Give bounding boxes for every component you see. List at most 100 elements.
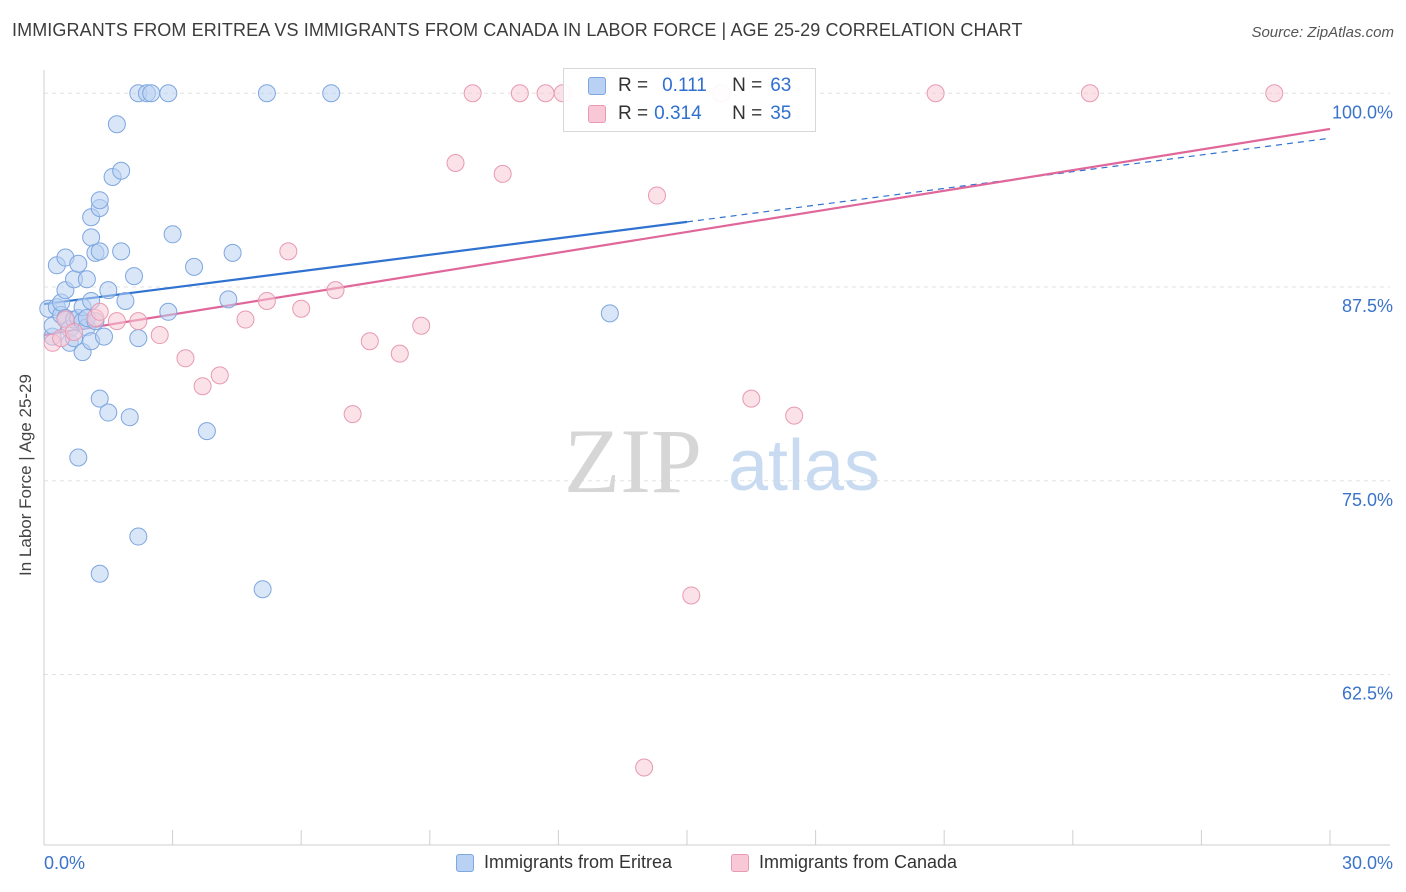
point-canada [257,291,276,310]
point-eritrea [90,389,109,408]
x-tick-label: 0.0% [44,853,85,873]
point-eritrea [116,291,135,310]
point-eritrea [253,580,272,599]
point-eritrea [95,327,114,346]
eritrea-legend-swatch [456,853,474,872]
point-canada [536,84,555,103]
point-canada [635,758,654,777]
point-eritrea [129,527,148,546]
point-eritrea [90,564,109,583]
stats-legend: R = 0.111 N = 63 R = 0.314 N = 35 [563,68,816,132]
point-canada [107,312,126,331]
point-eritrea [69,448,88,467]
point-eritrea [69,254,88,273]
point-eritrea [90,191,109,210]
r-label: R = [618,103,649,124]
point-eritrea [163,225,182,244]
source-label: Source: ZipAtlas.com [1251,24,1394,41]
n-value: 63 [770,75,792,96]
stats-row-canada: R = 0.314 N = 35 [564,100,791,128]
point-eritrea [159,302,178,321]
n-label: N = [732,103,763,124]
point-canada [785,406,804,425]
series-legend: Immigrants from Eritrea Immigrants from … [0,852,1406,878]
point-canada [176,349,195,368]
y-tick-label: 87.5% [1342,296,1393,316]
point-canada [682,586,701,605]
watermark: ZIP atlas [564,410,880,512]
point-canada [510,84,529,103]
point-canada [193,377,212,396]
point-eritrea [90,242,109,261]
legend-label-canada: Immigrants from Canada [759,852,958,872]
axes [43,70,1390,846]
data-points [39,84,1284,777]
point-eritrea [77,270,96,289]
point-eritrea [219,290,238,309]
point-canada [210,366,229,385]
point-eritrea [107,115,126,134]
point-eritrea [120,408,139,427]
point-canada [129,312,148,331]
point-canada [1265,84,1284,103]
point-canada [1080,84,1099,103]
point-canada [647,186,666,205]
y-tick-label: 100.0% [1332,102,1393,122]
point-eritrea [159,84,178,103]
point-eritrea [142,84,161,103]
point-eritrea [600,304,619,323]
point-canada [279,242,298,261]
r-value: 0.111 [662,75,707,96]
point-canada [90,302,109,321]
grid-lines [44,92,1390,675]
point-canada [463,84,482,103]
point-canada [343,405,362,424]
legend-label-eritrea: Immigrants from Eritrea [484,852,673,872]
watermark-zip: ZIP [564,410,702,512]
x-tick-label: 30.0% [1342,853,1393,873]
canada-swatch [588,105,606,123]
y-axis-label-wrap: In Labor Force | Age 25-29 [16,374,36,576]
y-axis-label: In Labor Force | Age 25-29 [16,374,35,576]
point-canada [236,310,255,329]
y-tick-label: 62.5% [1342,684,1393,704]
point-eritrea [112,242,131,261]
point-canada [292,299,311,318]
trend-line-canada [43,127,1331,337]
point-canada [326,281,345,300]
canada-legend-swatch [731,853,749,872]
tick-labels: 100.0% 87.5% 75.0% 62.5% 0.0% 30.0% [44,102,1393,873]
point-eritrea [257,84,276,103]
point-canada [493,164,512,183]
point-eritrea [112,161,131,180]
stats-row-eritrea: R = 0.111 N = 63 [564,72,791,100]
point-eritrea [125,267,144,286]
n-value: 35 [770,103,792,124]
point-eritrea [99,403,118,422]
y-tick-label: 75.0% [1342,490,1393,510]
point-canada [412,316,431,335]
point-eritrea [223,243,242,262]
legend-item-eritrea: Immigrants from Eritrea [456,852,672,873]
point-canada [446,154,465,172]
point-eritrea [99,281,118,300]
point-canada [150,326,169,345]
point-canada [56,310,75,329]
trend-line-eritrea [43,220,688,306]
chart-title: IMMIGRANTS FROM ERITREA VS IMMIGRANTS FR… [12,20,1023,40]
point-eritrea [197,422,216,441]
point-canada [926,84,945,103]
point-canada [65,322,84,341]
r-label: R = [618,75,649,96]
watermark-atlas: atlas [728,426,880,506]
point-canada [742,389,761,408]
point-eritrea [185,257,204,276]
point-canada [390,344,409,363]
point-canada [360,332,379,351]
legend-item-canada: Immigrants from Canada [731,852,957,873]
n-label: N = [732,75,763,96]
eritrea-swatch [588,77,606,95]
point-eritrea [322,84,341,103]
trend-lines [43,127,1331,337]
